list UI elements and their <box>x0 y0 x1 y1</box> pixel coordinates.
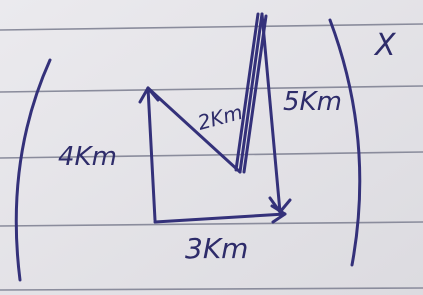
label-right: 5Km <box>283 87 342 117</box>
page: 4Km 2Km 5Km 3Km X (() => { const data = … <box>0 0 423 295</box>
mark-x: X <box>373 28 397 63</box>
notebook-photo: 4Km 2Km 5Km 3Km X <box>0 0 423 295</box>
label-left: 4Km <box>58 142 117 172</box>
label-bottom: 3Km <box>185 232 248 265</box>
